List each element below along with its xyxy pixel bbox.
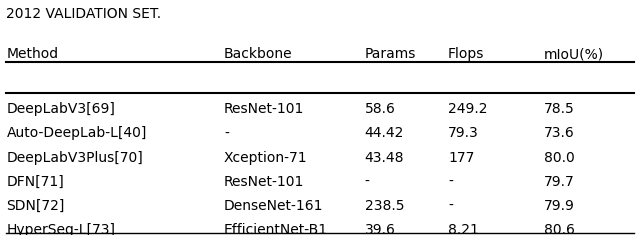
Text: 177: 177 bbox=[448, 151, 474, 165]
Text: SDN[72]: SDN[72] bbox=[6, 199, 65, 213]
Text: HyperSeg-L[73]: HyperSeg-L[73] bbox=[6, 223, 115, 235]
Text: 44.42: 44.42 bbox=[365, 126, 404, 141]
Text: DeepLabV3Plus[70]: DeepLabV3Plus[70] bbox=[6, 151, 143, 165]
Text: mIoU(%): mIoU(%) bbox=[544, 47, 604, 61]
Text: -: - bbox=[365, 175, 370, 189]
Text: Method: Method bbox=[6, 47, 58, 61]
Text: DenseNet-161: DenseNet-161 bbox=[224, 199, 323, 213]
Text: ResNet-101: ResNet-101 bbox=[224, 175, 305, 189]
Text: 80.0: 80.0 bbox=[544, 151, 575, 165]
Text: 79.7: 79.7 bbox=[544, 175, 575, 189]
Text: 39.6: 39.6 bbox=[365, 223, 396, 235]
Text: 8.21: 8.21 bbox=[448, 223, 479, 235]
Text: 78.5: 78.5 bbox=[544, 102, 575, 116]
Text: Flops: Flops bbox=[448, 47, 484, 61]
Text: -: - bbox=[224, 126, 229, 141]
Text: 79.9: 79.9 bbox=[544, 199, 575, 213]
Text: Params: Params bbox=[365, 47, 416, 61]
Text: ResNet-101: ResNet-101 bbox=[224, 102, 305, 116]
Text: 2012 VALIDATION SET.: 2012 VALIDATION SET. bbox=[6, 7, 161, 21]
Text: EfficientNet-B1: EfficientNet-B1 bbox=[224, 223, 328, 235]
Text: DeepLabV3[69]: DeepLabV3[69] bbox=[6, 102, 115, 116]
Text: 43.48: 43.48 bbox=[365, 151, 404, 165]
Text: Xception-71: Xception-71 bbox=[224, 151, 308, 165]
Text: Backbone: Backbone bbox=[224, 47, 292, 61]
Text: 80.6: 80.6 bbox=[544, 223, 575, 235]
Text: -: - bbox=[448, 175, 453, 189]
Text: DFN[71]: DFN[71] bbox=[6, 175, 64, 189]
Text: 73.6: 73.6 bbox=[544, 126, 575, 141]
Text: -: - bbox=[448, 199, 453, 213]
Text: 58.6: 58.6 bbox=[365, 102, 396, 116]
Text: 249.2: 249.2 bbox=[448, 102, 488, 116]
Text: 238.5: 238.5 bbox=[365, 199, 404, 213]
Text: Auto-DeepLab-L[40]: Auto-DeepLab-L[40] bbox=[6, 126, 147, 141]
Text: 79.3: 79.3 bbox=[448, 126, 479, 141]
